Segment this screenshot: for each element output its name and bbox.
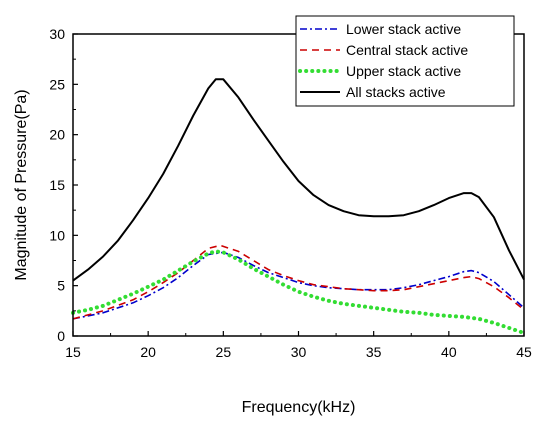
y-tick-label: 15 (49, 177, 65, 193)
legend: Lower stack active Central stack active Up… (295, 15, 515, 107)
x-tick-label: 35 (366, 344, 382, 360)
legend-label-0: Lower stack active (346, 21, 461, 37)
series-line-0 (72, 251, 525, 320)
x-tick-label: 25 (216, 344, 232, 360)
x-tick-label: 30 (291, 344, 307, 360)
legend-label-3: All stacks active (346, 84, 446, 100)
y-axis: 0 5 10 15 20 25 30 (49, 26, 78, 344)
y-tick-label: 10 (49, 227, 65, 243)
y-axis-title: Magnitude of Pressure(Pa) (13, 89, 30, 280)
x-tick-label: 15 (65, 344, 81, 360)
series-line-3 (72, 78, 525, 282)
y-tick-label: 25 (49, 76, 65, 92)
series-line-2 (71, 249, 526, 335)
x-axis-title: Frequency(kHz) (242, 399, 356, 416)
legend-label-1: Central stack active (346, 42, 468, 58)
legend-label-2: Upper stack active (346, 63, 461, 79)
y-tick-label: 5 (57, 278, 65, 294)
series-line-1 (72, 244, 525, 320)
x-tick-label: 45 (516, 344, 532, 360)
y-tick-label: 20 (49, 127, 65, 143)
y-tick-label: 0 (57, 328, 65, 344)
x-tick-label: 40 (441, 344, 457, 360)
y-tick-label: 30 (49, 26, 65, 42)
x-tick-label: 20 (140, 344, 156, 360)
x-axis: 15 20 25 30 35 40 45 (65, 331, 532, 360)
plot-lines (71, 78, 526, 335)
